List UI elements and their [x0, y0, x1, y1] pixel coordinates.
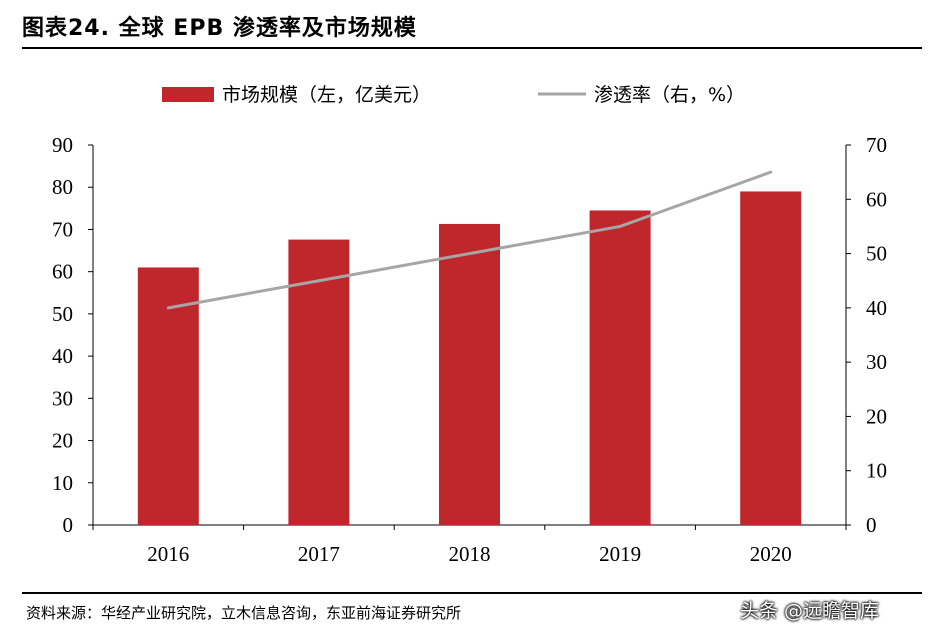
bar-2019 — [589, 210, 651, 525]
source-note: 资料来源：华经产业研究院，立木信息咨询，东亚前海证券研究所 — [26, 604, 462, 622]
bar-2016 — [137, 267, 199, 525]
bar-2020 — [740, 191, 802, 525]
line-point-2018 — [468, 252, 471, 256]
right-tick-label: 30 — [866, 350, 887, 374]
x-tick-label: 2018 — [449, 542, 491, 566]
right-axis-ticks: 0 10 20 30 40 50 60 70 — [846, 133, 887, 537]
right-tick-label: 20 — [866, 404, 887, 428]
left-tick-label: 10 — [52, 471, 73, 495]
left-tick-label: 20 — [52, 429, 73, 453]
right-tick-label: 60 — [866, 187, 887, 211]
bar-2017 — [288, 239, 350, 526]
bar-2018 — [439, 223, 500, 525]
left-tick-label: 90 — [52, 133, 73, 157]
figure-title: 图表24. 全球 EPB 渗透率及市场规模 — [22, 16, 417, 41]
x-tick-label: 2017 — [298, 542, 340, 566]
legend-swatch-bar — [162, 87, 214, 102]
left-axis-ticks: 0 10 20 30 40 50 60 70 80 90 — [52, 133, 93, 537]
right-tick-label: 40 — [866, 296, 887, 320]
left-tick-label: 60 — [52, 260, 73, 284]
bars — [137, 191, 802, 526]
chart: 市场规模（左，亿美元） 渗透率（右，%） 0 10 20 30 40 50 60 70 80 90… — [52, 84, 887, 566]
right-tick-label: 0 — [866, 513, 877, 537]
footer-rule — [22, 592, 922, 594]
line-series — [166, 170, 773, 310]
x-tick-label: 2016 — [147, 542, 189, 566]
title-rule — [22, 47, 922, 49]
x-tick-label: 2020 — [750, 542, 792, 566]
x-tick-label: 2019 — [599, 542, 641, 566]
left-tick-label: 70 — [52, 217, 73, 241]
right-tick-label: 70 — [866, 133, 887, 157]
left-tick-label: 0 — [63, 513, 74, 537]
legend: 市场规模（左，亿美元） 渗透率（右，%） — [162, 84, 745, 106]
left-tick-label: 40 — [52, 344, 73, 368]
legend-label-line: 渗透率（右，%） — [594, 84, 745, 106]
line-point-2017 — [317, 279, 321, 283]
line-point-2019 — [618, 224, 622, 228]
right-tick-label: 50 — [866, 242, 887, 266]
legend-label-bar: 市场规模（左，亿美元） — [222, 84, 431, 106]
left-tick-label: 80 — [52, 175, 73, 199]
watermark: 头条 @远瞻智库 — [740, 600, 880, 622]
x-axis-ticks: 2016 2017 2018 2019 2020 — [92, 525, 847, 566]
line-point-2020 — [769, 170, 773, 174]
line-point-2016 — [166, 306, 170, 310]
left-tick-label: 50 — [52, 302, 73, 326]
right-tick-label: 10 — [866, 459, 887, 483]
left-tick-label: 30 — [52, 386, 73, 410]
